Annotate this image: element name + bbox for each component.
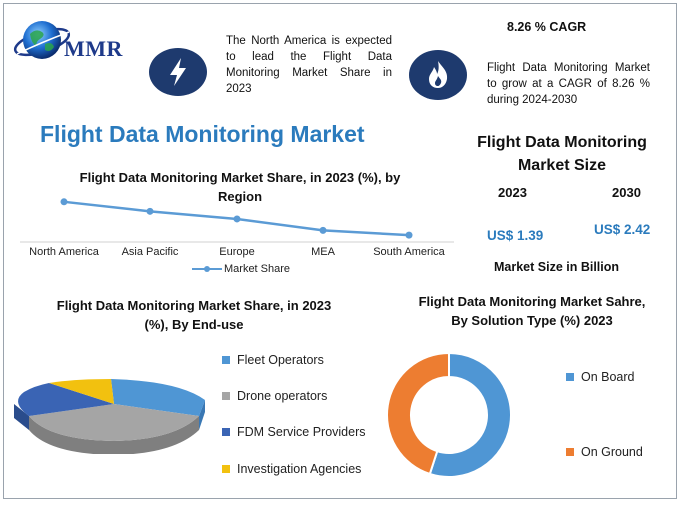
data-point xyxy=(405,231,413,239)
data-point xyxy=(60,198,68,206)
legend-item: On Ground xyxy=(566,445,643,459)
flame-icon xyxy=(408,50,468,100)
solution-type-donut-chart xyxy=(385,351,512,478)
legend-label: Investigation Agencies xyxy=(237,462,362,476)
legend-swatch xyxy=(222,392,230,400)
legend-item: Investigation Agencies xyxy=(222,462,361,476)
pie-slice-drone-operators xyxy=(29,404,199,441)
pie-slice-fleet-operators xyxy=(111,379,205,416)
x-tick-label: South America xyxy=(373,246,445,258)
end-use-legend: Fleet Operators Drone operators FDM Serv… xyxy=(222,353,382,483)
data-point xyxy=(233,215,241,223)
market-size-unit-note: Market Size in Billion xyxy=(494,260,620,274)
market-value-2023: US$ 1.39 xyxy=(487,228,544,243)
year-start: 2023 xyxy=(498,185,527,200)
north-america-callout: The North America is expected to lead th… xyxy=(226,35,392,95)
legend-label: On Ground xyxy=(581,445,643,459)
logo: MMR xyxy=(12,14,132,70)
legend-label: Market Share xyxy=(224,263,291,275)
cagr-description: Flight Data Monitoring Market to grow at… xyxy=(487,62,650,106)
pie-slice-investigation-agencies xyxy=(49,379,114,404)
donut-slice-on-board xyxy=(428,351,512,478)
legend-swatch xyxy=(222,428,230,436)
legend-swatch xyxy=(222,356,230,364)
solution-type-chart-title: Flight Data Monitoring Market Sahre, By … xyxy=(418,294,646,328)
market-size-title: Flight Data Monitoring Market Size xyxy=(477,134,647,174)
donut-slice-on-ground xyxy=(385,351,450,476)
pie-slice-depth-drone-operators xyxy=(29,416,199,454)
x-tick-label: Asia Pacific xyxy=(121,246,179,258)
pie-slice-depth-fleet-operators xyxy=(199,400,205,430)
x-tick-label: MEA xyxy=(311,246,335,258)
data-point xyxy=(319,226,327,234)
legend-label: FDM Service Providers xyxy=(237,425,366,439)
legend-label: On Board xyxy=(581,370,635,384)
data-point xyxy=(146,207,154,215)
x-tick-label: Europe xyxy=(219,246,255,258)
cagr-title: 8.26 % CAGR xyxy=(507,20,587,34)
main-title: Flight Data Monitoring Market xyxy=(40,121,365,147)
year-end: 2030 xyxy=(612,185,641,200)
line-legend: Market Share xyxy=(192,263,290,275)
legend-line-marker xyxy=(192,266,222,272)
end-use-chart-title: Flight Data Monitoring Market Share, in … xyxy=(56,298,332,332)
legend-item: Fleet Operators xyxy=(222,353,324,367)
legend-label: Drone operators xyxy=(237,389,328,403)
pie-slice-depth-fdm-service-providers xyxy=(14,404,29,430)
legend-item: FDM Service Providers xyxy=(222,425,366,439)
region-chart-title: Flight Data Monitoring Market Share, in … xyxy=(79,170,401,204)
legend-swatch xyxy=(566,448,574,456)
legend-label: Fleet Operators xyxy=(237,353,324,367)
globe-icon xyxy=(13,21,71,59)
legend-item: On Board xyxy=(566,370,635,384)
pie-slice-fdm-service-providers xyxy=(18,383,114,416)
region-line-chart xyxy=(20,198,454,243)
market-value-2030: US$ 2.42 xyxy=(594,222,651,237)
legend-item: Drone operators xyxy=(222,389,327,403)
lightning-bolt-icon xyxy=(148,48,208,96)
legend-swatch xyxy=(566,373,574,381)
end-use-pie-chart xyxy=(14,379,205,454)
legend-swatch xyxy=(222,465,230,473)
logo-text: MMR xyxy=(64,36,123,61)
x-tick-label: North America xyxy=(29,246,99,258)
